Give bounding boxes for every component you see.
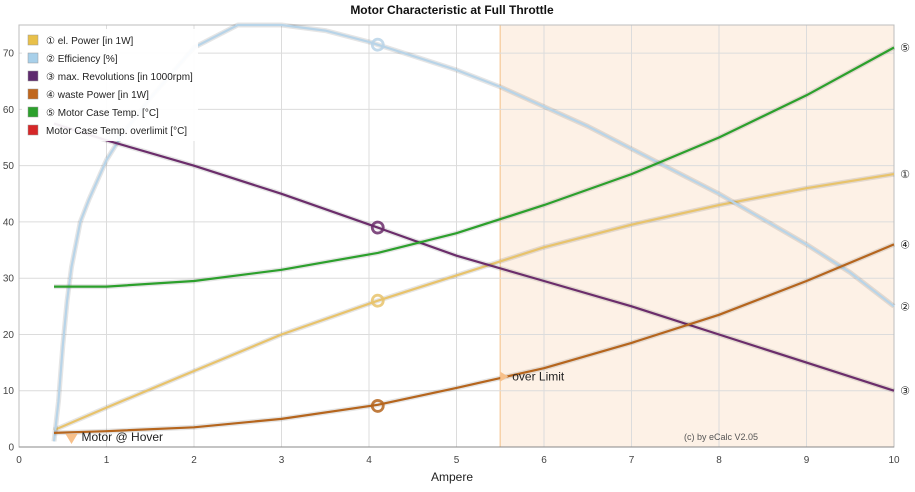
series-line-2 (52, 23, 895, 442)
legend-swatch-4 (27, 88, 39, 100)
over-limit-region (500, 25, 894, 447)
y-tick-label: 60 (3, 105, 15, 116)
operating-point-marker-4 (370, 399, 385, 413)
hover-marker (65, 434, 78, 444)
legend-item-1: ① el. Power [in 1W] (46, 36, 134, 47)
series-end-label-5: ⑤ (900, 43, 910, 55)
x-tick-label: 0 (16, 455, 22, 466)
legend-item-6: Motor Case Temp. overlimit [°C] (46, 126, 187, 137)
x-tick-label: 5 (454, 455, 460, 466)
series-end-label-3: ③ (900, 386, 910, 398)
x-tick-label: 8 (716, 455, 722, 466)
x-tick-label: 3 (279, 455, 285, 466)
over-limit-arrow (500, 371, 509, 382)
over-limit-label: over Limit (512, 370, 565, 384)
legend-item-2: ② Efficiency [%] (46, 54, 118, 65)
legend-box (22, 29, 198, 141)
hover-label: Motor @ Hover (82, 430, 164, 444)
x-tick-label: 1 (104, 455, 110, 466)
operating-point-marker-3 (370, 220, 385, 235)
y-tick-label: 30 (3, 274, 15, 285)
series-line-4 (53, 243, 895, 434)
operating-point-marker-1 (370, 293, 385, 308)
legend-swatch-5 (27, 106, 39, 118)
series-line-1 (53, 173, 895, 432)
x-tick-label: 10 (888, 455, 900, 466)
legend-swatch-2 (27, 52, 39, 64)
operating-point-marker-2 (370, 37, 385, 52)
x-axis-label: Ampere (431, 470, 473, 484)
chart-title: Motor Characteristic at Full Throttle (350, 3, 554, 17)
legend-item-3: ③ max. Revolutions [in 1000rpm] (46, 72, 193, 83)
series-end-label-4: ④ (900, 239, 910, 251)
x-tick-label: 7 (629, 455, 635, 466)
y-tick-label: 20 (3, 330, 15, 341)
y-tick-label: 40 (3, 217, 15, 228)
legend-swatch-3 (27, 70, 39, 82)
legend-swatch-1 (27, 34, 39, 46)
legend-swatch-6 (27, 124, 39, 136)
x-tick-label: 2 (191, 455, 197, 466)
x-tick-label: 9 (804, 455, 810, 466)
y-tick-label: 50 (3, 161, 15, 172)
series-line-3 (53, 122, 895, 392)
series-line-5 (54, 46, 895, 288)
y-tick-label: 10 (3, 386, 15, 397)
x-tick-label: 6 (541, 455, 547, 466)
y-tick-label: 70 (3, 49, 15, 60)
y-tick-label: 0 (8, 443, 14, 454)
series-end-label-1: ① (900, 169, 910, 181)
series-end-label-2: ② (900, 301, 910, 313)
copyright-note: (c) by eCalc V2.05 (684, 432, 758, 442)
legend-item-4: ④ waste Power [in 1W] (46, 90, 149, 101)
legend-item-5: ⑤ Motor Case Temp. [°C] (46, 108, 159, 119)
x-tick-label: 4 (366, 455, 372, 466)
